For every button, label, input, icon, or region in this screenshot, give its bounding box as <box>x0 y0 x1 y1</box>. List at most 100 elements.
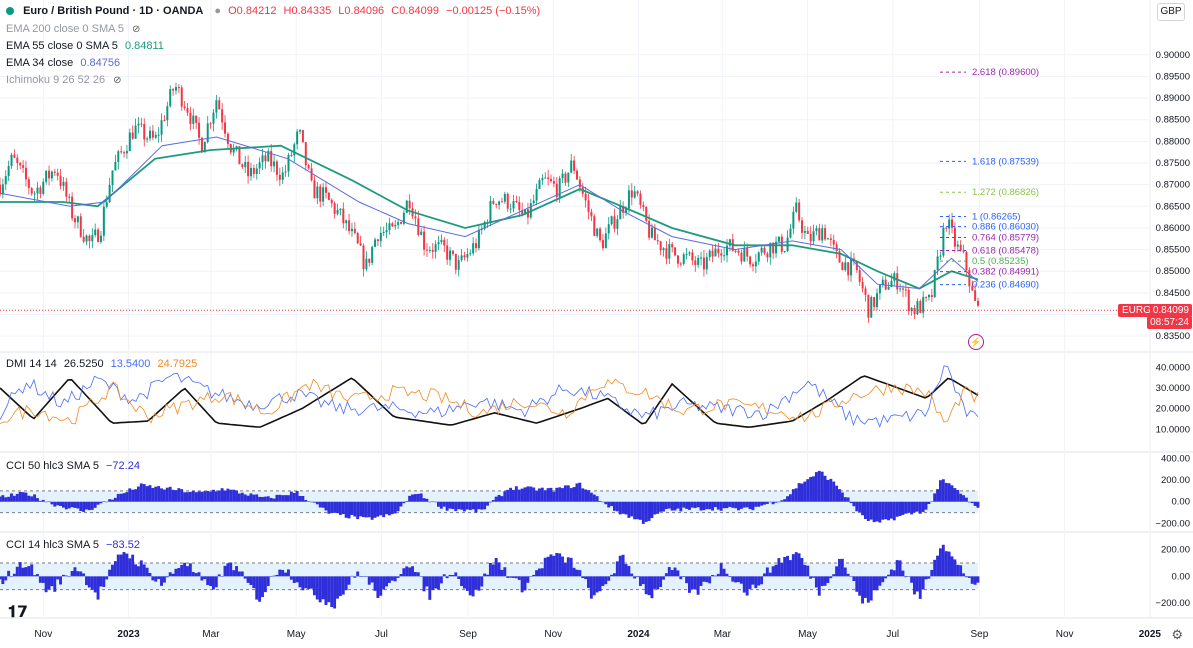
x-tick-label: Mar <box>714 629 732 640</box>
cci50-bar <box>751 501 755 511</box>
candle-body <box>36 187 39 194</box>
cci50-bar <box>673 501 677 511</box>
cci50-bar <box>809 476 813 502</box>
cci50-bar <box>376 501 380 517</box>
dmi-y-tick-label: 30.0000 <box>1156 383 1190 394</box>
cci50-bar <box>272 498 276 502</box>
candle-body <box>653 227 656 241</box>
candle-body <box>356 232 359 244</box>
cci14-bar <box>846 573 850 577</box>
cci50-bar <box>448 501 452 509</box>
cci14-bar <box>379 576 383 596</box>
candle-body <box>198 122 201 138</box>
cci50-bar <box>887 501 890 521</box>
cci50-bar <box>298 495 302 502</box>
cci14-bar <box>713 575 717 577</box>
candle-body <box>275 161 278 175</box>
candle-body <box>801 220 804 233</box>
gear-icon[interactable]: ⚙ <box>1171 627 1183 642</box>
cci14-legend[interactable]: CCI 14 hlc3 SMA 5 −83.52 <box>6 539 144 551</box>
cci50-y-tick-label: 400.00 <box>1161 453 1190 464</box>
cci50-bar <box>667 501 671 509</box>
cci14-bar <box>56 576 60 580</box>
cci50-bar <box>523 487 527 502</box>
dmi-y-tick-label: 20.0000 <box>1156 404 1190 415</box>
candle-body <box>290 154 293 156</box>
cci50-legend[interactable]: CCI 50 hlc3 SMA 5 −72.24 <box>6 460 144 472</box>
cci14-bar <box>662 576 665 580</box>
candle-body <box>697 258 700 265</box>
cci14-bar <box>817 576 821 596</box>
cci50-bar <box>777 501 781 503</box>
cci14-bar <box>673 567 677 577</box>
cci14-bar <box>543 557 547 577</box>
cci14-bar <box>301 576 305 591</box>
cci14-bar <box>382 576 386 590</box>
cci50-bar <box>36 498 39 502</box>
candle-body <box>575 170 578 180</box>
tradingview-logo-icon[interactable]: 𝟏𝟳 <box>8 604 29 621</box>
dmi-legend[interactable]: DMI 14 14 26.5250 13.5400 24.7925 <box>6 358 201 370</box>
cci14-bar <box>362 576 365 577</box>
cci50-bar <box>748 501 752 510</box>
cci50-bar <box>693 501 697 509</box>
cci14-bar <box>838 558 841 577</box>
candle-body <box>408 200 411 209</box>
fib-level-label: 0.382 (0.84991) <box>972 267 1039 278</box>
cci14-bar <box>405 566 409 577</box>
cci14-bar <box>61 574 65 577</box>
candle-body <box>945 227 948 229</box>
candle-body <box>659 241 662 251</box>
candle-body <box>238 146 241 165</box>
symbol-title[interactable]: Euro / British Pound · 1D · OANDA <box>23 5 204 17</box>
cci50-bar <box>82 501 86 512</box>
cci14-bar <box>964 576 968 578</box>
cci50-bar <box>226 488 230 502</box>
cci14-bar <box>581 576 585 579</box>
candle-body <box>777 236 780 242</box>
cci14-bar <box>763 573 766 577</box>
cci50-bar <box>151 487 155 502</box>
candle-body <box>861 281 864 289</box>
eye-hidden-icon[interactable]: ⊘ <box>132 24 141 35</box>
candle-body <box>166 106 169 121</box>
candle-body <box>870 297 873 318</box>
cci14-bar <box>737 576 740 583</box>
candle-body <box>71 196 74 219</box>
cci14-bar <box>30 564 34 577</box>
cci14-bar <box>465 576 469 591</box>
candle-body <box>385 230 388 233</box>
candle-body <box>327 192 330 200</box>
candle-body <box>449 250 452 260</box>
lightning-icon[interactable]: ⚡ <box>968 334 984 350</box>
cci14-bar <box>393 576 397 582</box>
cci50-bar <box>488 501 492 503</box>
cci14-bar <box>356 571 360 577</box>
cci14-bar <box>809 576 813 579</box>
cci14-bar <box>439 576 443 584</box>
eye-hidden-icon[interactable]: ⊘ <box>113 75 122 86</box>
candle-body <box>431 249 434 252</box>
candle-body <box>734 250 737 252</box>
ema200-legend[interactable]: EMA 200 close 0 SMA 5 ⊘ <box>6 23 144 35</box>
cci14-bar <box>509 576 513 578</box>
cci50-bar <box>970 501 974 504</box>
ichimoku-legend[interactable]: Ichimoku 9 26 52 26 ⊘ <box>6 74 125 86</box>
y-tick-label: 0.85500 <box>1156 245 1190 256</box>
cci14-bar <box>206 576 210 586</box>
candle-body <box>105 202 108 207</box>
symbol-legend[interactable]: Euro / British Pound · 1D · OANDA ● O0.8… <box>6 5 544 17</box>
ema34-legend[interactable]: EMA 34 close 0.84756 <box>6 57 124 69</box>
candle-body <box>668 244 671 259</box>
cci14-bar <box>33 575 37 577</box>
cci14-bar <box>136 566 140 577</box>
currency-button[interactable]: GBP <box>1157 3 1185 21</box>
candle-body <box>925 296 928 298</box>
candle-body <box>532 200 535 204</box>
cci14-bar <box>145 567 149 577</box>
ema55-legend[interactable]: EMA 55 close 0 SMA 5 0.84811 <box>6 40 168 52</box>
cci50-bar <box>312 501 316 503</box>
cci14-bar <box>861 576 865 604</box>
cci14-bar <box>79 571 83 577</box>
